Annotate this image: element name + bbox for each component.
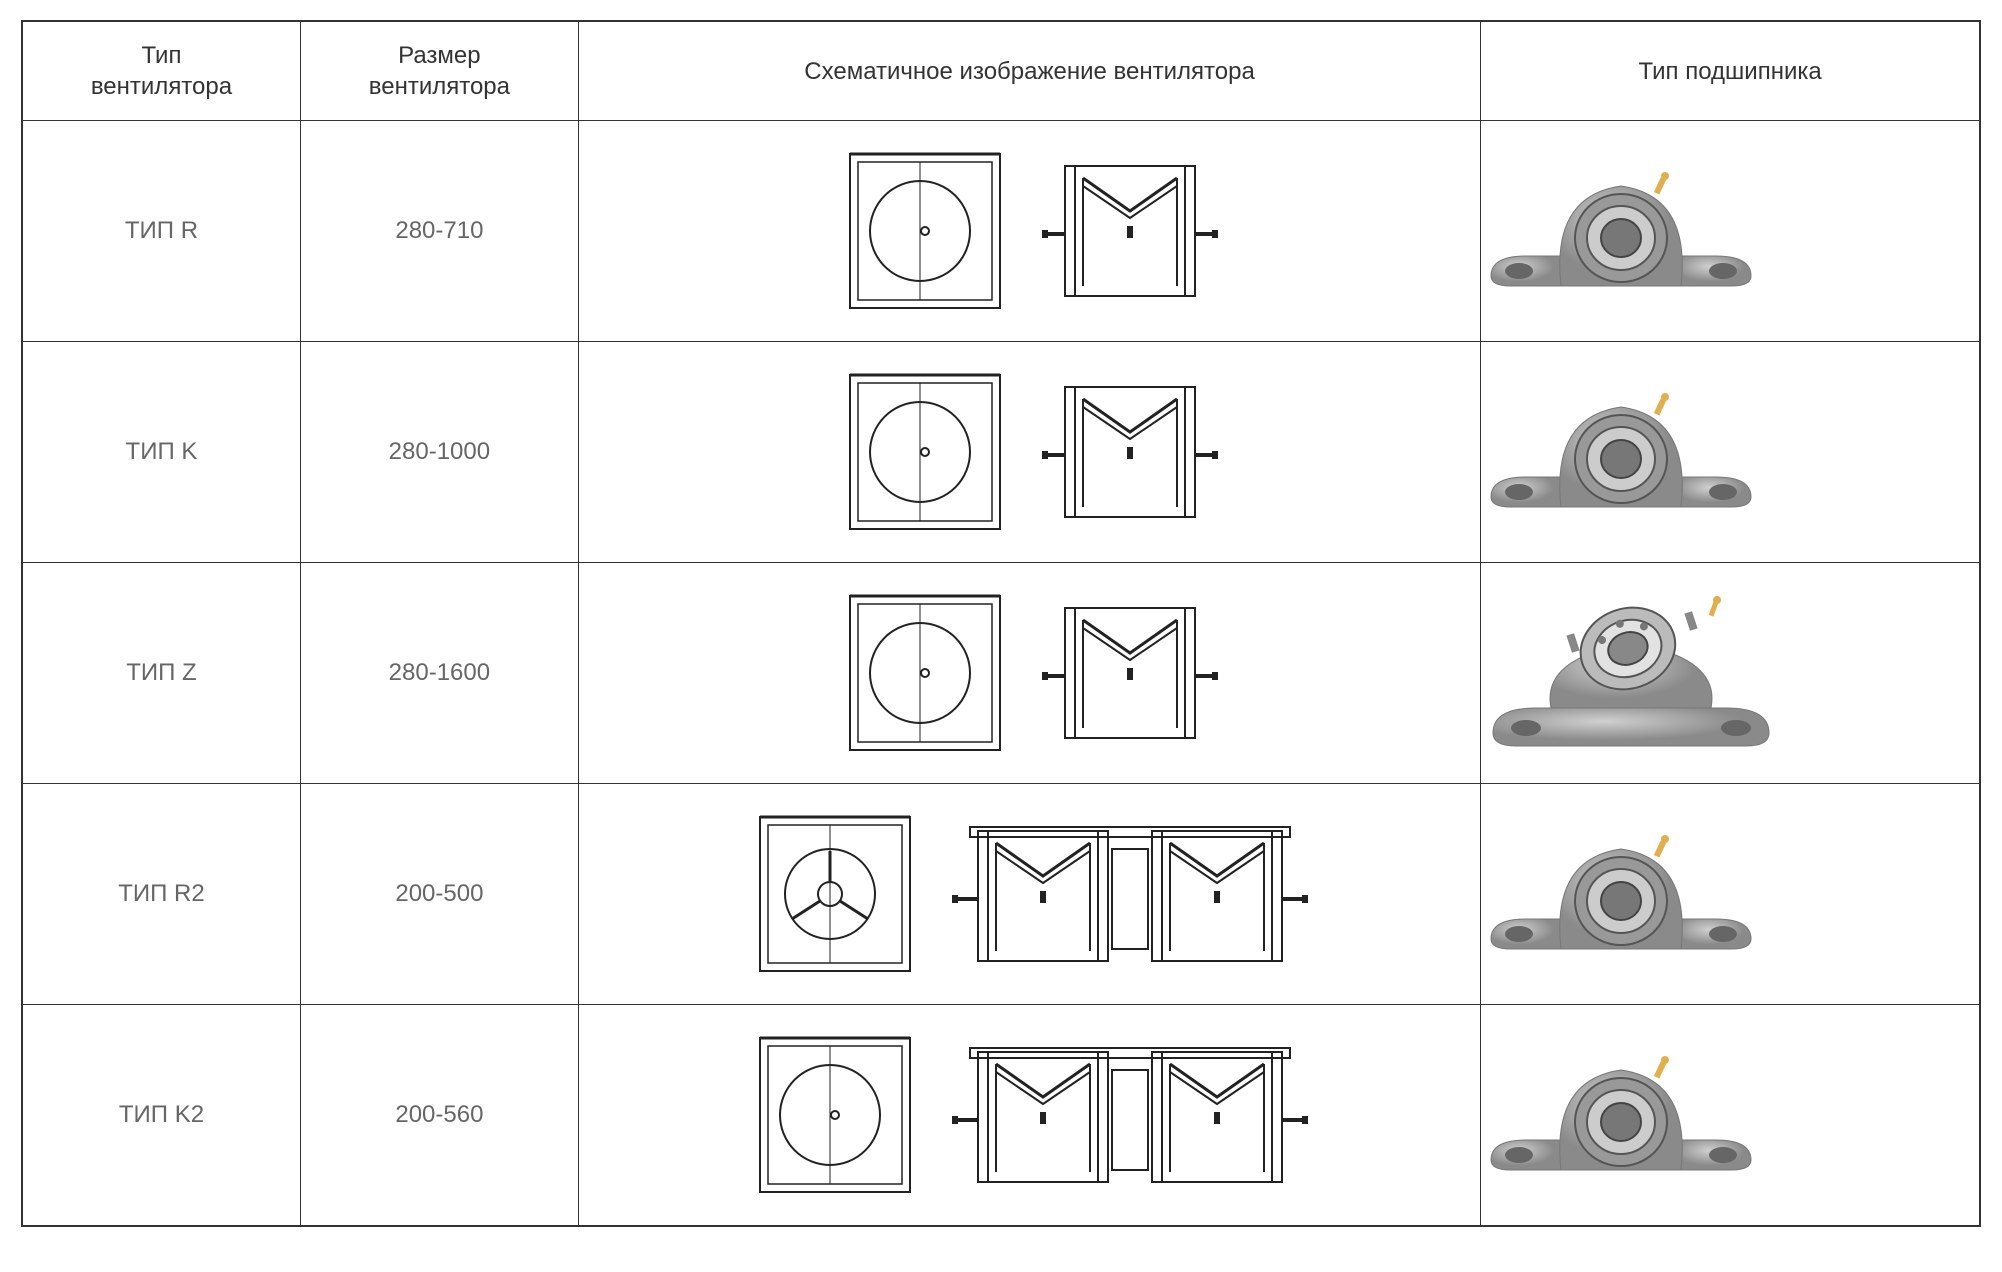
header-label: Тип подшипника (1639, 58, 1822, 85)
cell-fan-type: ТИП R (22, 121, 300, 342)
fan-size-label: 280-1000 (389, 438, 490, 465)
pillow-block-bearing-icon (1481, 1040, 1761, 1190)
table-body: ТИП R 280-710 (22, 121, 1980, 1227)
cell-fan-size: 280-1000 (300, 342, 578, 563)
cell-diagram (578, 121, 1480, 342)
cell-bearing (1481, 1005, 1980, 1227)
fan-bearing-table: Типвентилятора Размервентилятора Схемати… (21, 20, 1981, 1227)
cell-fan-type: ТИП K2 (22, 1005, 300, 1227)
fan-side-icon (1040, 367, 1220, 537)
header-diagram: Схематичное изображение вентилятора (578, 21, 1480, 121)
cell-diagram (578, 1005, 1480, 1227)
cell-fan-size: 280-1600 (300, 563, 578, 784)
header-label: Схематичное изображение вентилятора (804, 58, 1255, 85)
fan-side-icon (1040, 146, 1220, 316)
header-fan-size: Размервентилятора (300, 21, 578, 121)
fan-side-icon (1040, 588, 1220, 758)
cell-fan-size: 200-560 (300, 1005, 578, 1227)
fan-front-icon (750, 1030, 920, 1200)
fan-size-label: 200-560 (395, 1101, 483, 1128)
fan-front-icon (750, 809, 920, 979)
split-plummer-bearing-icon (1481, 588, 1781, 758)
fan-size-label: 200-500 (395, 880, 483, 907)
fan-side-double-icon (950, 809, 1310, 979)
cell-bearing (1481, 784, 1980, 1005)
table-row: ТИП R 280-710 (22, 121, 1980, 342)
header-label: Типвентилятора (91, 42, 232, 100)
fan-front-icon (840, 146, 1010, 316)
cell-fan-type: ТИП K (22, 342, 300, 563)
cell-bearing (1481, 121, 1980, 342)
table-row: ТИП R2 200-500 (22, 784, 1980, 1005)
cell-diagram (578, 784, 1480, 1005)
fan-type-label: ТИП Z (126, 659, 197, 686)
fan-type-label: ТИП R2 (118, 880, 205, 907)
pillow-block-bearing-icon (1481, 156, 1761, 306)
cell-diagram (578, 563, 1480, 784)
cell-fan-type: ТИП Z (22, 563, 300, 784)
header-fan-type: Типвентилятора (22, 21, 300, 121)
table-row: ТИП K 280-1000 (22, 342, 1980, 563)
table-row: ТИП K2 200-560 (22, 1005, 1980, 1227)
cell-diagram (578, 342, 1480, 563)
fan-side-double-icon (950, 1030, 1310, 1200)
pillow-block-bearing-icon (1481, 819, 1761, 969)
cell-bearing (1481, 563, 1980, 784)
pillow-block-bearing-icon (1481, 377, 1761, 527)
cell-fan-type: ТИП R2 (22, 784, 300, 1005)
cell-fan-size: 200-500 (300, 784, 578, 1005)
cell-fan-size: 280-710 (300, 121, 578, 342)
fan-type-label: ТИП R (125, 217, 198, 244)
header-bearing: Тип подшипника (1481, 21, 1980, 121)
fan-size-label: 280-710 (395, 217, 483, 244)
fan-front-icon (840, 367, 1010, 537)
fan-type-label: ТИП K2 (119, 1101, 204, 1128)
header-label: Размервентилятора (369, 42, 510, 100)
table-row: ТИП Z 280-1600 (22, 563, 1980, 784)
fan-type-label: ТИП K (126, 438, 198, 465)
fan-size-label: 280-1600 (389, 659, 490, 686)
cell-bearing (1481, 342, 1980, 563)
fan-front-icon (840, 588, 1010, 758)
